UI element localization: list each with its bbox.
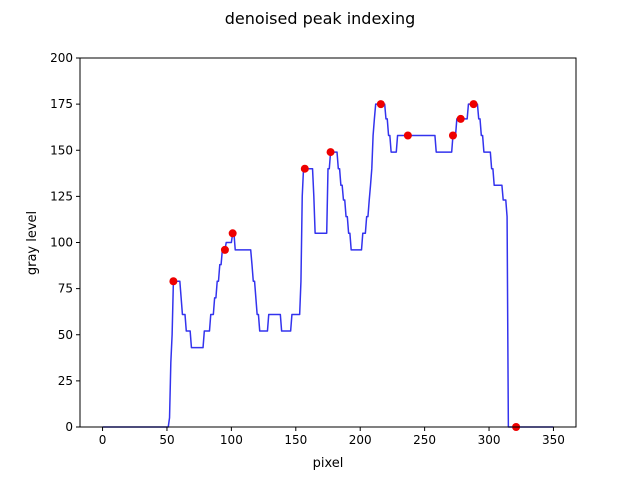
peak-marker	[169, 277, 178, 286]
y-tick-label: 100	[50, 236, 73, 250]
x-tick-label: 150	[284, 433, 307, 447]
y-tick-label: 125	[50, 189, 73, 203]
x-tick-label: 350	[542, 433, 565, 447]
y-axis-label: gray level	[25, 211, 40, 275]
x-tick-label: 300	[478, 433, 501, 447]
peak-marker	[403, 131, 412, 140]
x-tick-label: 50	[159, 433, 174, 447]
y-tick-label: 50	[58, 328, 73, 342]
peak-marker	[220, 245, 229, 254]
peak-marker	[228, 229, 237, 238]
y-tick-label: 75	[58, 282, 73, 296]
x-axis-ticks: 0 50 100 150 200 250 300 350	[99, 427, 565, 447]
x-tick-label: 0	[99, 433, 107, 447]
y-tick-label: 175	[50, 97, 73, 111]
chart-title: denoised peak indexing	[225, 9, 415, 28]
y-axis-ticks: 0 25 50 75 100 125 150 175 200	[50, 51, 80, 434]
x-tick-label: 250	[413, 433, 436, 447]
plot-area	[79, 57, 577, 431]
x-tick-label: 200	[349, 433, 372, 447]
y-tick-label: 0	[65, 420, 73, 434]
peak-marker	[376, 100, 385, 109]
peak-marker	[326, 148, 335, 157]
peak-marker	[469, 100, 478, 109]
peak-markers	[169, 100, 521, 431]
peak-marker	[300, 164, 309, 173]
y-tick-label: 200	[50, 51, 73, 65]
y-tick-label: 150	[50, 143, 73, 157]
peak-marker	[456, 114, 465, 123]
peak-marker	[448, 131, 457, 140]
x-axis-label: pixel	[313, 456, 344, 471]
y-tick-label: 25	[58, 374, 73, 388]
x-tick-label: 100	[220, 433, 243, 447]
